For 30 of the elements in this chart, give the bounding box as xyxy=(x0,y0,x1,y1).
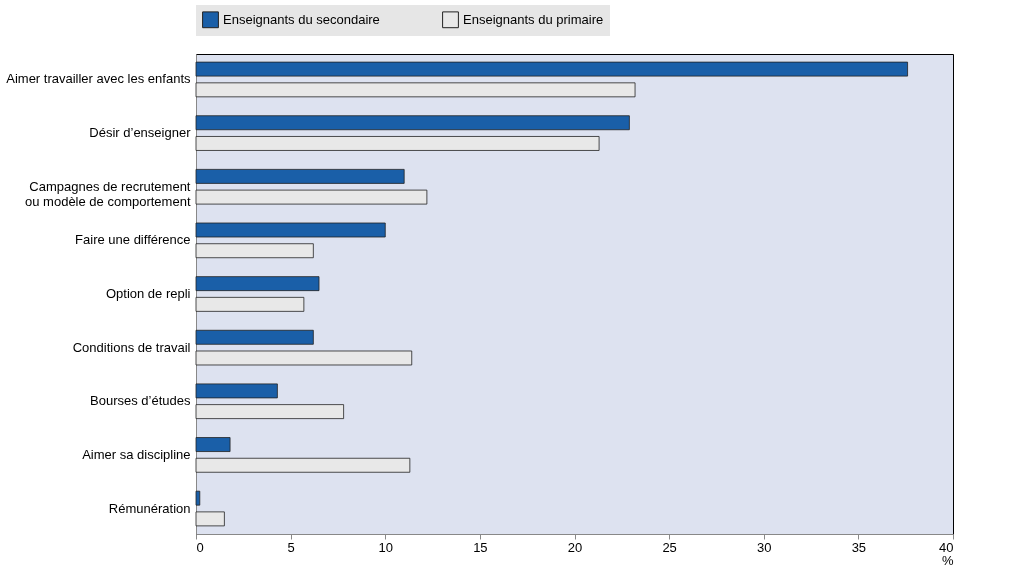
y-tick-label: Faire une différence xyxy=(75,232,191,248)
bar xyxy=(195,329,314,345)
bar xyxy=(195,437,231,452)
legend-label: Enseignants du secondaire xyxy=(223,11,380,27)
x-tick-label: 0 xyxy=(196,539,204,555)
bar xyxy=(195,222,386,238)
x-tick-label: 15 xyxy=(473,539,488,555)
y-tick-label: Option de repli xyxy=(105,286,191,301)
x-tick-label: 20 xyxy=(567,539,583,555)
y-tick-label: Conditions de travail xyxy=(72,339,191,355)
x-tick-label: 40 xyxy=(939,539,954,555)
y-tick-label: Désir d’enseigner xyxy=(89,125,192,141)
bar xyxy=(195,115,630,131)
bar xyxy=(195,276,320,292)
y-tick-label: Aimer sa discipline xyxy=(82,446,191,462)
y-tick-label: Campagnes de recrutement ou modèle de comportement xyxy=(25,178,191,209)
bar xyxy=(195,383,278,399)
legend-label: Enseignants du primaire xyxy=(463,11,604,27)
x-tick-label: 5 xyxy=(287,539,295,555)
y-tick-label: Bourses d’études xyxy=(90,393,191,409)
bar xyxy=(195,61,908,77)
bar xyxy=(195,490,201,506)
y-tick-label: Aimer travailler avec les enfants xyxy=(6,71,191,87)
x-axis-title: % xyxy=(941,552,954,568)
y-tick-label: Rémunération xyxy=(108,500,191,516)
x-tick-label: 10 xyxy=(378,539,393,555)
x-tick-label: 25 xyxy=(662,539,677,555)
bar xyxy=(195,168,405,184)
x-tick-label: 35 xyxy=(851,539,867,555)
x-tick-label: 30 xyxy=(757,539,772,555)
